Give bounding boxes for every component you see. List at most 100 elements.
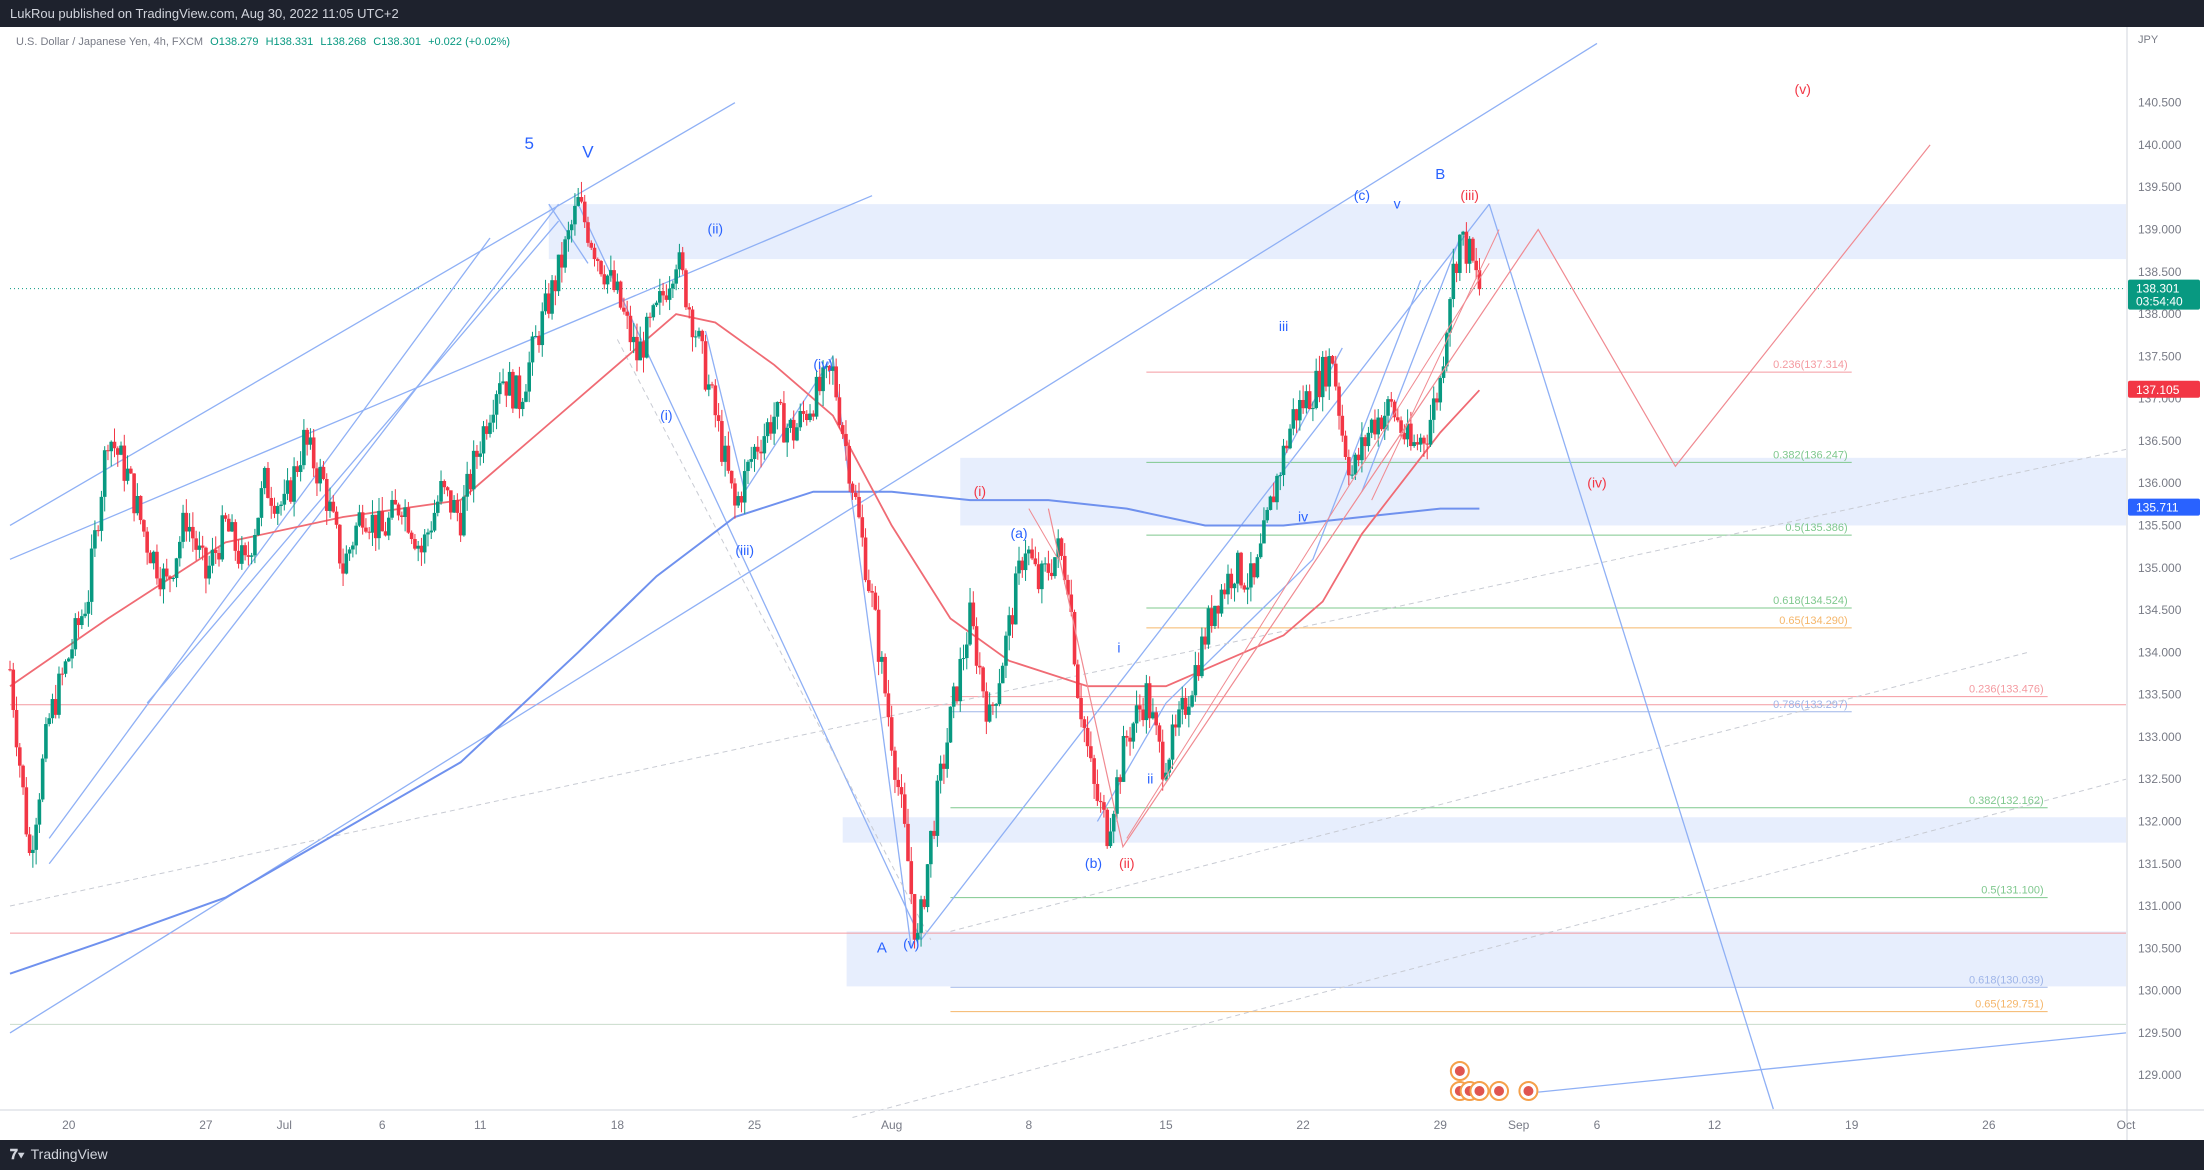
candle-body [742, 471, 747, 503]
candle-body [524, 391, 528, 402]
candle-body [609, 270, 613, 276]
candle-body [736, 496, 740, 506]
candle-body [902, 794, 907, 824]
candle-body [178, 541, 182, 559]
candle-body [1216, 605, 1221, 614]
fib-label-0: 0.236(137.314) [1773, 359, 1848, 371]
candle-body [217, 552, 221, 560]
candle-body [285, 480, 290, 494]
candle-body [1040, 563, 1044, 590]
candle-body [765, 422, 770, 437]
candle-body [1422, 437, 1426, 444]
candle-body [1333, 363, 1338, 387]
event-flag-dot [1454, 1066, 1465, 1076]
fib-levels: 0.236(137.314) 0.382(136.247) 0.5(135.386)… [10, 288, 2126, 1025]
candle-body [889, 717, 894, 751]
candle-body [880, 656, 884, 662]
candle-body [641, 341, 646, 358]
candle-body [1010, 615, 1015, 625]
candle-body [987, 704, 992, 722]
candle-body [1053, 557, 1057, 577]
fib-label-4: 0.65(134.290) [1779, 615, 1848, 627]
candle-body [517, 375, 522, 410]
wave-label-21: (iv) [1587, 474, 1606, 490]
candle-body [226, 518, 231, 532]
candle-body [680, 252, 685, 271]
tradingview-brand[interactable]: 𝟕▾ TradingView [10, 1146, 108, 1163]
candle-body [1236, 552, 1240, 584]
price-tick-5: 138.000 [2138, 307, 2182, 321]
candle-body [520, 401, 525, 410]
candle-body [964, 644, 969, 659]
trend-line-2 [9, 42, 1598, 1034]
candle-body [259, 488, 264, 518]
candle-body [1049, 572, 1054, 577]
wave-label-7: (v) [903, 935, 919, 951]
candle-body [991, 704, 995, 706]
candle-body [1118, 777, 1123, 782]
candle-body [187, 526, 192, 532]
candle-body [1337, 386, 1341, 416]
candle-body [713, 385, 718, 416]
candle-body [971, 602, 976, 627]
candle-body [814, 376, 819, 417]
candle-body [1242, 585, 1247, 590]
time-tick-8: 8 [1025, 1118, 1032, 1132]
candle-body [481, 426, 486, 454]
candle-body [1458, 234, 1462, 273]
candle-body [106, 450, 110, 452]
candle-body [70, 649, 74, 659]
candle-body [266, 467, 270, 498]
candle-body [658, 291, 662, 303]
candle-body [1151, 712, 1155, 719]
candle-body [824, 365, 829, 368]
open-value: O138.279 [210, 36, 258, 48]
candle-body [308, 437, 313, 445]
candle-body [677, 252, 682, 270]
price-tick-11: 135.000 [2138, 561, 2182, 575]
candle-body [1170, 724, 1175, 760]
wave-label-0: 5 [524, 134, 533, 153]
candle-body [1092, 758, 1096, 784]
time-tick-13: 6 [1594, 1118, 1601, 1132]
candle-body [938, 763, 943, 781]
trend-line-16 [1312, 280, 1422, 560]
fib-label-2: 0.5(135.386) [1785, 522, 1847, 534]
candle-body [383, 531, 388, 536]
candle-body [419, 545, 424, 553]
candle-body [364, 527, 368, 532]
candle-body [752, 446, 757, 460]
candle-body [543, 293, 548, 312]
candle-body [422, 534, 427, 553]
candle-body [197, 545, 202, 550]
candle-body [1239, 552, 1243, 586]
price-tick-10: 135.500 [2138, 518, 2182, 532]
price-tick-3: 139.000 [2138, 223, 2182, 237]
candle-body [1311, 408, 1315, 410]
candlesticks[interactable] [8, 181, 1482, 949]
candle-body [808, 413, 812, 421]
candle-body [1366, 432, 1371, 447]
trend-line-1 [9, 195, 873, 560]
change-value: +0.022 (+0.02%) [428, 36, 510, 48]
candle-body [315, 468, 319, 484]
candle-body [906, 823, 910, 862]
candle-body [324, 479, 329, 511]
candle-body [151, 551, 156, 564]
candle-body [1340, 415, 1345, 436]
candle-body [380, 510, 385, 532]
candle-body [804, 413, 809, 421]
usdjpy-chart[interactable]: 0.236(137.314) 0.382(136.247) 0.5(135.386)… [0, 27, 2204, 1140]
candle-body [1271, 496, 1276, 503]
candle-body [1160, 741, 1165, 780]
candle-body [347, 549, 352, 554]
candle-body [89, 548, 94, 602]
candle-body [295, 466, 300, 472]
candle-body [1350, 474, 1354, 476]
price-tick-4: 138.500 [2138, 265, 2182, 279]
candle-body [791, 419, 796, 441]
price-badge-label-1: 137.105 [2136, 383, 2180, 397]
economic-events[interactable] [1449, 1061, 1539, 1101]
dashed-line-3 [950, 651, 2029, 932]
candle-body [1291, 409, 1296, 429]
